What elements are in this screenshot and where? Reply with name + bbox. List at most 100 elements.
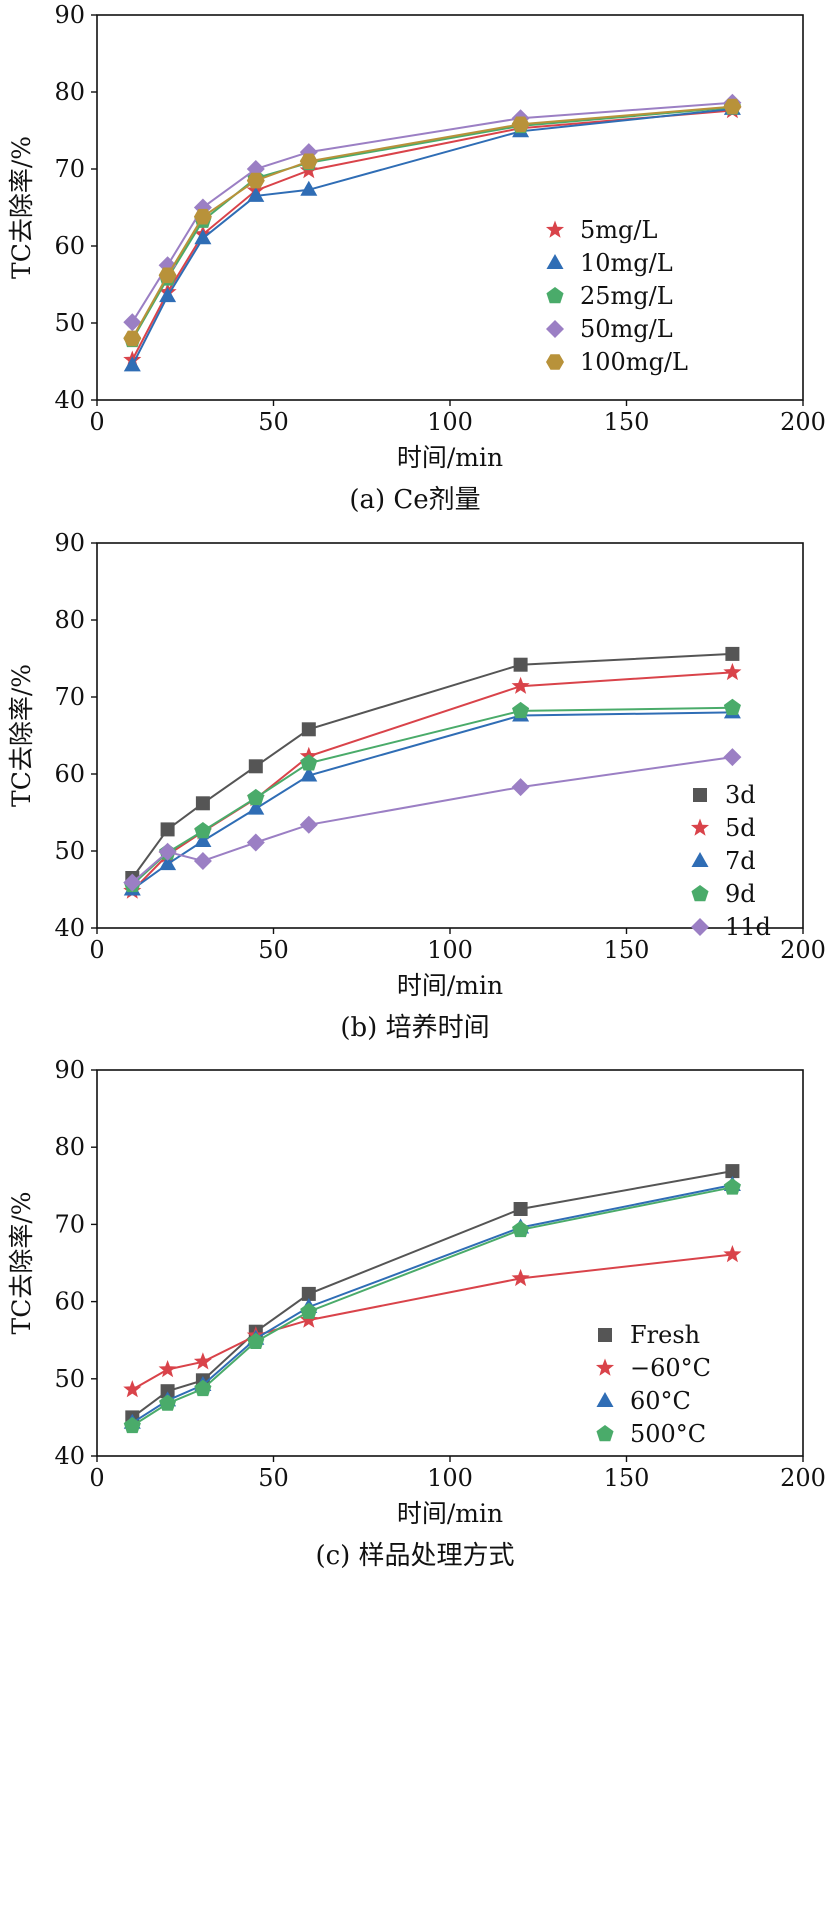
x-tick-label: 150 — [604, 936, 650, 964]
data-point-9d-60-shape — [300, 754, 318, 771]
legend-label: 500°C — [630, 1420, 706, 1448]
x-axis-label: 时间/min — [397, 971, 503, 1000]
y-axis-label: TC去除率/% — [7, 664, 36, 807]
y-tick-label: 50 — [54, 1365, 85, 1393]
y-tick-label: 40 — [54, 914, 85, 942]
data-point-7d-30-shape — [194, 832, 212, 847]
data-point-9d-45-shape — [247, 788, 265, 806]
data-point-500°C-120-shape — [512, 1220, 530, 1238]
data-point-Fresh-60-shape — [301, 1286, 316, 1301]
legend-label: 11d — [725, 913, 771, 941]
x-tick-label: 150 — [604, 408, 650, 436]
y-tick-label: 60 — [54, 1288, 85, 1316]
y-tick-label: 80 — [54, 606, 85, 634]
x-tick-label: 100 — [427, 1464, 473, 1492]
legend-label: 5d — [725, 814, 756, 842]
y-tick-label: 60 — [54, 760, 85, 788]
data-point-5d-180 — [723, 662, 742, 681]
y-tick-label: 80 — [54, 1133, 85, 1161]
legend-marker-9d-shape — [691, 885, 709, 902]
data-point-10mg/L-45 — [247, 186, 265, 202]
data-point-9d-180 — [723, 698, 741, 716]
y-tick-label: 90 — [54, 529, 85, 557]
data-point-10mg/L-30 — [194, 229, 212, 245]
data-point-Fresh-180-shape — [725, 1164, 740, 1179]
data-point-11d-180-shape — [723, 748, 742, 767]
data-point-500°C-30 — [194, 1379, 212, 1397]
series-line-9d — [131, 706, 733, 886]
legend-label: 7d — [725, 847, 756, 875]
data-point-3d-60 — [301, 722, 316, 737]
data-point-500°C-20 — [159, 1394, 177, 1411]
legend-marker-3d-shape — [693, 788, 707, 802]
y-axis-label: TC去除率/% — [7, 136, 36, 279]
data-point-100mg/L-120 — [511, 116, 530, 133]
x-tick-label: 50 — [258, 936, 289, 964]
data-point-11d-45 — [246, 833, 265, 852]
data-point-−60°C-20 — [158, 1360, 177, 1378]
data-point-3d-120 — [513, 657, 528, 672]
data-point-500°C-60-shape — [300, 1302, 318, 1319]
data-point-9d-120-shape — [512, 701, 530, 719]
chart-panel-3: 0 50 100 150 200 40 50 60 70 80 90 时间/min TC去除率/% (c)… — [7, 1056, 826, 1571]
data-point-3d-30 — [195, 796, 210, 811]
data-point-10mg/L-20 — [159, 287, 177, 303]
data-point-7d-20 — [159, 855, 177, 871]
data-point-500°C-30-shape — [194, 1379, 212, 1397]
data-point-500°C-180-shape — [723, 1178, 741, 1195]
data-point-3d-180-shape — [725, 646, 740, 661]
data-point-10mg/L-60-shape — [300, 180, 318, 196]
data-point-50mg/L-10 — [123, 313, 142, 332]
data-point-11d-120 — [511, 778, 530, 797]
data-point-11d-45-shape — [246, 833, 265, 852]
figure-caption: (b) 培养时间 — [340, 1013, 489, 1043]
figure-caption: (c) 样品处理方式 — [315, 1541, 514, 1571]
data-point-500°C-120 — [512, 1220, 530, 1238]
legend-marker-5mg/L-shape — [545, 220, 565, 238]
y-tick-label: 90 — [54, 1, 85, 29]
data-point-50mg/L-10-shape — [123, 313, 142, 332]
data-point-3d-120-shape — [513, 657, 528, 672]
data-point-100mg/L-60 — [299, 153, 318, 170]
data-point-−60°C-120-shape — [511, 1268, 530, 1287]
data-point-500°C-20-shape — [159, 1394, 177, 1411]
data-point-7d-45-shape — [247, 799, 265, 815]
data-point-11d-20-shape — [158, 842, 177, 861]
legend-marker-25mg/L-shape — [546, 287, 564, 304]
x-tick-label: 200 — [780, 1464, 826, 1492]
data-point-100mg/L-30-shape — [193, 208, 212, 225]
data-point-−60°C-60-shape — [299, 1310, 318, 1328]
data-point-−60°C-180-shape — [723, 1245, 742, 1263]
y-tick-label: 90 — [54, 1056, 85, 1084]
x-tick-label: 100 — [427, 936, 473, 964]
figure-caption: (a) Ce剂量 — [349, 485, 480, 515]
legend-label: 100mg/L — [580, 348, 688, 376]
data-point-10mg/L-30-shape — [194, 229, 212, 245]
data-point-10mg/L-20-shape — [159, 287, 177, 303]
legend-marker-100mg/L-shape — [546, 354, 564, 370]
data-point-5d-180-shape — [723, 662, 742, 681]
legend-label: 5mg/L — [580, 216, 657, 244]
legend-marker-50mg/L — [546, 320, 564, 338]
data-point-100mg/L-120-shape — [511, 116, 530, 133]
legend-marker-10mg/L — [546, 254, 564, 269]
data-point-Fresh-60 — [301, 1286, 316, 1301]
data-point-500°C-60 — [300, 1302, 318, 1319]
legend-marker-5d-shape — [690, 818, 710, 836]
data-point-3d-20-shape — [160, 822, 175, 837]
data-point-100mg/L-180-shape — [723, 98, 742, 115]
legend-marker-100mg/L — [546, 354, 564, 370]
chart-panel-2: 0 50 100 150 200 40 50 60 70 80 90 时间/min TC去除率/% (b)… — [7, 529, 826, 1043]
x-tick-label: 0 — [89, 408, 104, 436]
data-point-11d-10 — [123, 873, 142, 892]
data-point-10mg/L-60 — [300, 180, 318, 196]
data-point-Fresh-20-shape — [160, 1384, 175, 1399]
data-point-100mg/L-45-shape — [246, 172, 265, 189]
legend-marker-500°C-shape — [596, 1425, 614, 1442]
legend-marker-9d — [691, 885, 709, 902]
data-point-100mg/L-45 — [246, 172, 265, 189]
data-point-100mg/L-60-shape — [299, 153, 318, 170]
y-tick-label: 80 — [54, 78, 85, 106]
data-point-11d-10-shape — [123, 873, 142, 892]
data-point-9d-60 — [300, 754, 318, 771]
